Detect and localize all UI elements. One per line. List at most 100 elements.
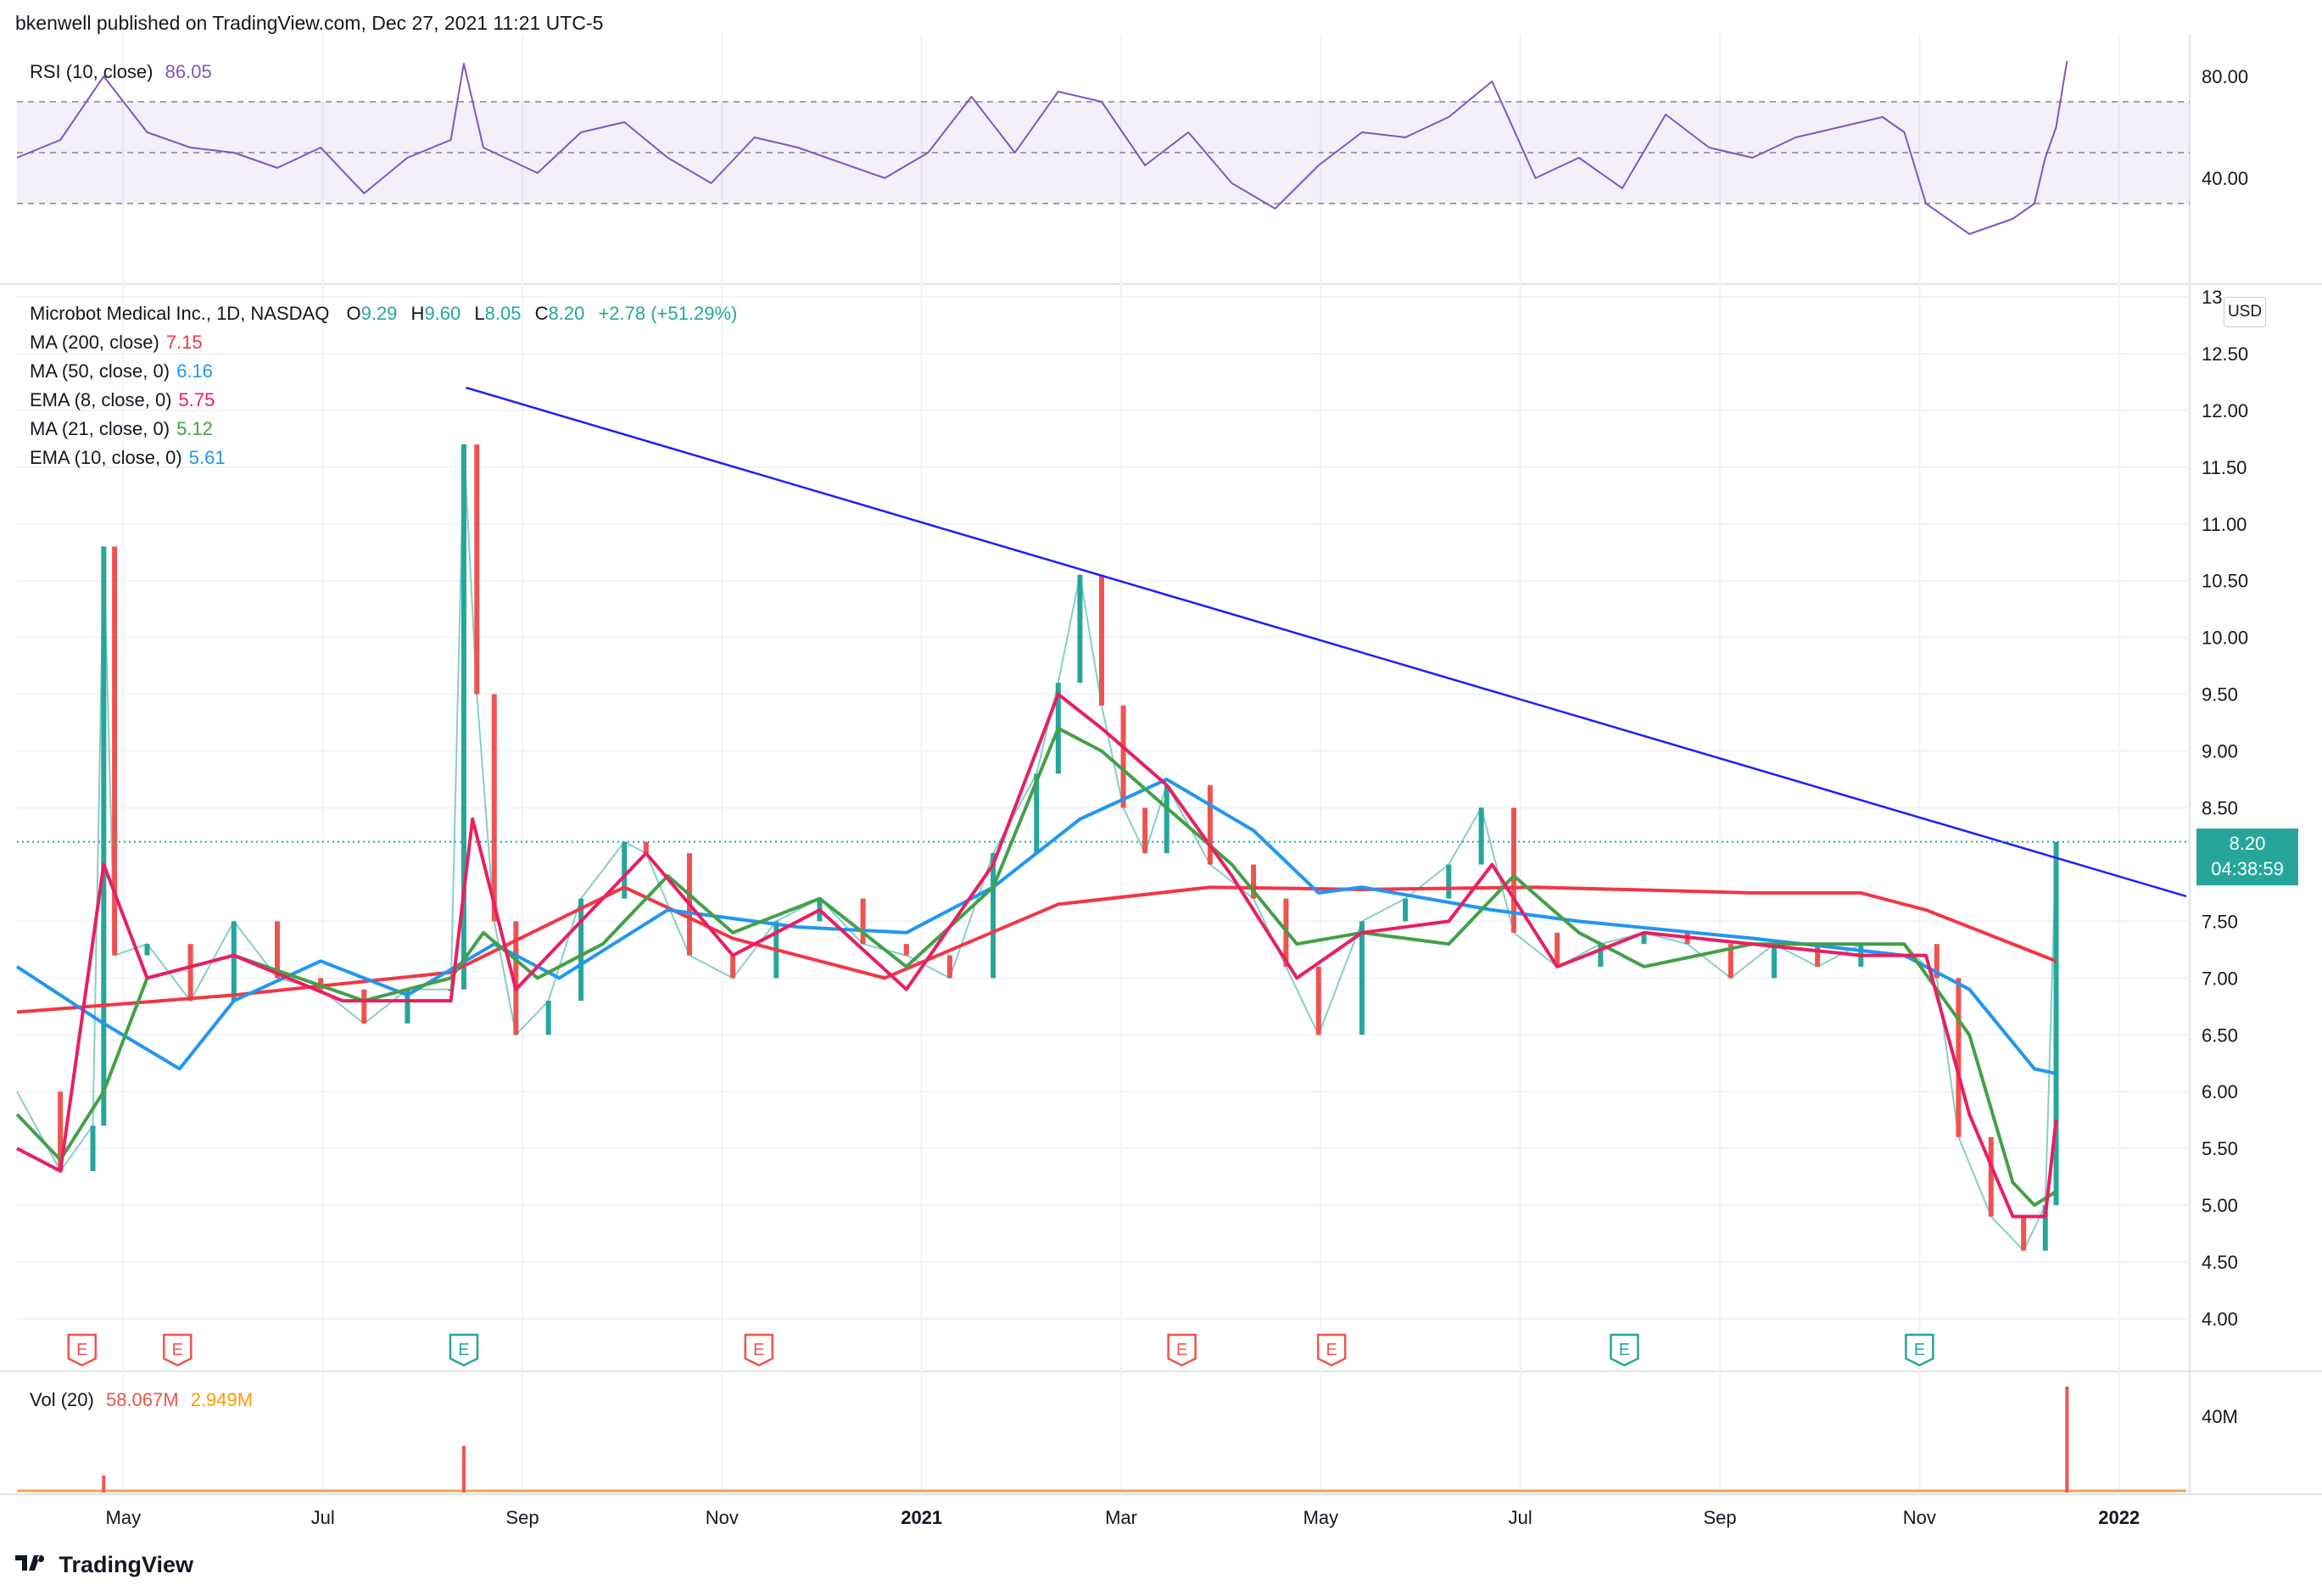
price-candle (1555, 932, 1560, 967)
volume-label: Vol (20) (30, 1389, 94, 1410)
price-candle (2042, 1205, 2048, 1251)
time-axis-label: Mar (1105, 1507, 1137, 1528)
time-axis-label: Nov (706, 1507, 739, 1528)
rsi-axis-label: 40.00 (2202, 168, 2248, 189)
earnings-marker-label: E (1914, 1341, 1925, 1359)
time-axis-label: Nov (1903, 1507, 1936, 1528)
volume-ma-value: 2.949M (190, 1389, 254, 1410)
price-candle (513, 921, 519, 1035)
earnings-marker-label: E (1326, 1341, 1337, 1359)
price-candle (1099, 575, 1104, 706)
bar-countdown: 04:38:59 (2211, 858, 2284, 879)
earnings-marker (67, 1333, 97, 1367)
ma50-label: MA (50, close, 0) (30, 360, 170, 382)
price-candle (318, 978, 324, 990)
ma21-legend: MA (21, close, 0) 5.12 (30, 418, 213, 440)
series-line-ma-21-close-0- (15, 726, 2057, 1208)
price-candle (274, 921, 280, 979)
time-axis-label: May (106, 1507, 142, 1528)
volume-bar (461, 1446, 466, 1493)
series-line-ma-50-close-0- (15, 778, 2057, 1075)
time-axis-label: 2022 (2098, 1507, 2140, 1528)
price-candle (1077, 575, 1083, 684)
volume-value: 58.067M (105, 1389, 179, 1410)
earnings-marker (1905, 1333, 1934, 1367)
price-candle (946, 955, 952, 979)
currency-button[interactable]: USD (2224, 297, 2266, 327)
price-candle (361, 989, 367, 1024)
series-line-ma-200-close- (16, 885, 2057, 1014)
price-candle (903, 944, 909, 956)
publisher-header: bkenwell published on TradingView.com, D… (15, 12, 604, 34)
price-axis-label: 7.50 (2202, 911, 2238, 932)
price-candle (643, 841, 649, 854)
price-candle (90, 1125, 96, 1171)
earnings-marker-label: E (753, 1341, 764, 1359)
price-candle (491, 694, 497, 922)
symbol-legend: Microbot Medical Inc., 1D, NASDAQ O9.29 … (30, 303, 737, 325)
time-axis-label: Sep (505, 1507, 539, 1528)
rsi-legend: RSI (10, close) 86.05 (30, 61, 212, 83)
earnings-marker (1167, 1333, 1197, 1367)
price-candle (474, 444, 480, 695)
rsi-legend-label: RSI (10, close) (30, 61, 153, 82)
earnings-marker-label: E (1176, 1341, 1187, 1359)
last-price-value: 8.20 (2229, 833, 2266, 854)
price-candle (1120, 706, 1126, 808)
ema8-value: 5.75 (178, 389, 215, 410)
price-candle (860, 898, 866, 945)
price-axis-label: 11.50 (2202, 457, 2247, 478)
time-axis-label: 2021 (901, 1507, 942, 1528)
ema10-value: 5.61 (188, 447, 226, 468)
price-candle (622, 841, 628, 899)
low-label: L (474, 303, 485, 324)
ema8-legend: EMA (8, close, 0) 5.75 (30, 389, 215, 411)
time-axis-label: Jul (1509, 1507, 1532, 1528)
price-axis-label: 12.50 (2202, 343, 2248, 365)
price-candle (405, 989, 410, 1024)
symbol-name: Microbot Medical Inc., 1D, NASDAQ (30, 303, 330, 324)
ma200-legend: MA (200, close) 7.15 (30, 332, 203, 354)
price-candle (460, 444, 466, 990)
price-candle (545, 1001, 551, 1035)
price-axis-label: 7.00 (2202, 968, 2238, 989)
time-axis-label: May (1303, 1507, 1339, 1528)
price-axis-label: 11.00 (2202, 514, 2247, 535)
price-axis-label: 6.00 (2202, 1081, 2238, 1102)
earnings-marker (449, 1333, 479, 1367)
volume-bar (2065, 1387, 2069, 1493)
price-candle (1956, 978, 1962, 1137)
price-candle (144, 944, 150, 956)
price-candle (1598, 944, 1604, 967)
price-candle (1511, 807, 1517, 933)
price-axis-label: 6.50 (2202, 1024, 2238, 1046)
close-label: C (534, 303, 549, 324)
price-axis-label: 9.00 (2202, 741, 2238, 762)
price-candle (1251, 864, 1257, 899)
earnings-marker (163, 1333, 193, 1367)
price-candle (58, 1091, 64, 1171)
rsi-legend-value: 86.05 (165, 61, 212, 82)
price-axis-label: 4.50 (2202, 1252, 2238, 1273)
volume-axis-label: 40M (2202, 1406, 2238, 1427)
price-axis-label: 9.50 (2202, 684, 2238, 706)
tradingview-name: TradingView (59, 1552, 194, 1577)
price-candle (1164, 784, 1169, 854)
price-axis-label: 8.50 (2202, 798, 2238, 819)
price-axis-label: 12.00 (2202, 400, 2248, 421)
price-axis-label: 5.50 (2202, 1138, 2238, 1159)
price-candle (101, 546, 107, 1126)
ema8-label: EMA (8, close, 0) (30, 389, 172, 410)
earnings-marker (1316, 1333, 1347, 1367)
ema10-legend: EMA (10, close, 0) 5.61 (30, 447, 226, 469)
earnings-marker (1610, 1333, 1639, 1367)
price-candle (1359, 921, 1365, 1035)
series-line-price (16, 444, 2057, 1252)
tradingview-brand[interactable]: TradingView (15, 1552, 193, 1578)
price-candle (2053, 841, 2059, 1206)
price-axis-label: 10.00 (2202, 628, 2248, 649)
series-line-ema-8-close-0- (16, 692, 2058, 1219)
low-value: 8.05 (484, 303, 522, 324)
time-axis-label: Jul (311, 1507, 335, 1528)
